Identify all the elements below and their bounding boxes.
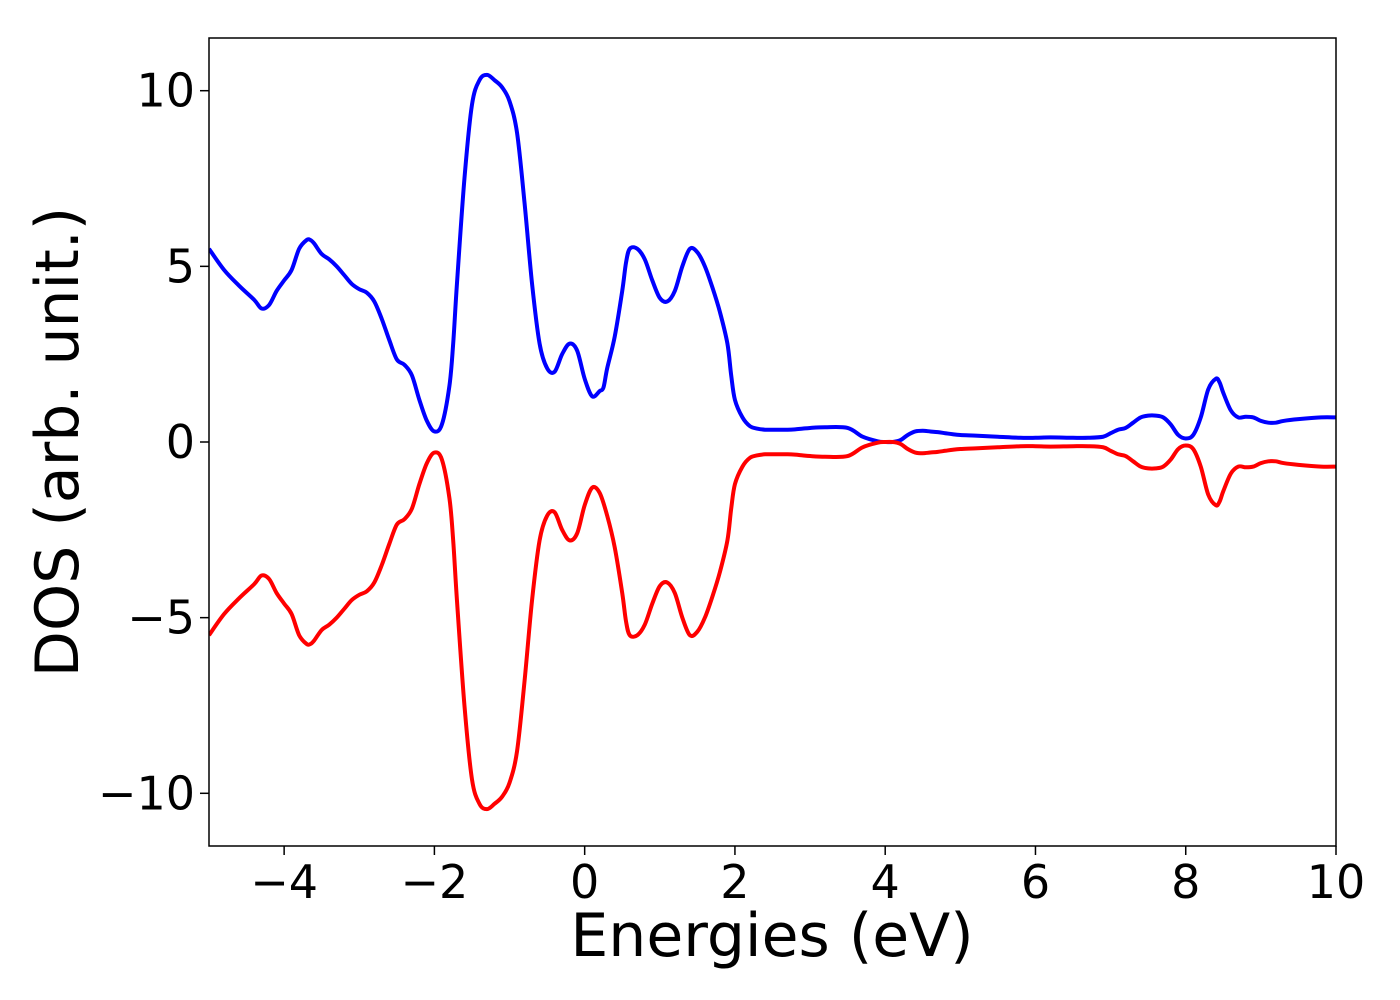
x-tick-label: 4 (871, 855, 900, 909)
y-axis: −10 −5 0 5 10 (98, 64, 209, 820)
y-tick-label: −10 (98, 766, 195, 820)
plot-frame (208, 37, 1337, 847)
x-tick-label: −4 (250, 855, 318, 909)
y-axis-title: DOS (arb. unit.) (23, 207, 93, 677)
y-tick-label: −5 (127, 591, 195, 645)
x-axis: −4 −2 0 2 4 6 8 10 (250, 846, 1365, 909)
series-line-blue (209, 72, 1336, 445)
series-line-red (209, 439, 1336, 812)
x-tick-label: 10 (1307, 855, 1366, 909)
x-axis-title: Energies (eV) (570, 901, 973, 971)
y-tick-label: 10 (136, 64, 195, 118)
y-tick-label: 5 (166, 239, 195, 293)
x-tick-label: 6 (1021, 855, 1050, 909)
x-tick-label: 0 (570, 855, 599, 909)
series-layer (209, 72, 1336, 812)
x-tick-label: 2 (720, 855, 749, 909)
y-tick-label: 0 (166, 415, 195, 469)
x-tick-label: −2 (400, 855, 468, 909)
x-tick-label: 8 (1171, 855, 1200, 909)
